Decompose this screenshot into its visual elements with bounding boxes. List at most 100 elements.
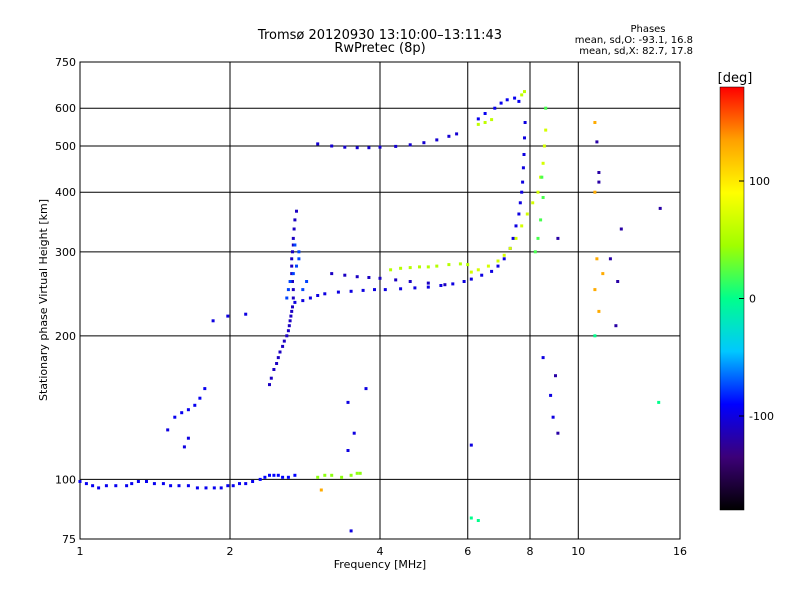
y-tick-label: 600 [55, 102, 76, 115]
y-tick-label: 300 [55, 246, 76, 259]
echo-point [355, 471, 359, 475]
echo-point [226, 484, 230, 488]
echo-point [292, 227, 296, 231]
echo-point [301, 288, 305, 292]
x-tick-label: 6 [464, 545, 471, 558]
echo-point [136, 480, 140, 483]
echo-point [290, 309, 294, 313]
echo-point [198, 396, 202, 400]
echo-point [219, 486, 223, 490]
echo-point [541, 356, 545, 360]
echo-point [352, 431, 356, 435]
echo-point [169, 484, 173, 488]
echo-point [486, 264, 490, 268]
echo-point [378, 145, 382, 149]
echo-point [268, 473, 271, 477]
echo-point [358, 471, 362, 475]
y-tick-label: 500 [55, 140, 76, 153]
x-tick-label: 10 [571, 545, 585, 558]
echo-point [469, 443, 473, 447]
echo-point [508, 246, 512, 250]
echo-point [522, 153, 526, 156]
echo-point [182, 445, 186, 449]
echo-point [657, 400, 661, 404]
echo-point [173, 415, 177, 419]
echo-point [291, 250, 294, 254]
echo-point [349, 289, 353, 293]
echo-point [418, 265, 421, 269]
echo-point [297, 250, 301, 254]
echo-point [263, 475, 267, 479]
echo-point [514, 224, 518, 228]
echo-point [186, 484, 190, 488]
echo-point [244, 312, 248, 316]
echo-point [343, 273, 347, 277]
echo-point [422, 141, 426, 145]
echo-point [291, 296, 295, 300]
echo-point [286, 475, 290, 479]
echo-point [469, 270, 473, 274]
echo-point [533, 250, 537, 254]
echo-point [291, 288, 295, 292]
echo-point [177, 484, 181, 488]
echo-point [161, 482, 165, 486]
echo-point [531, 201, 535, 205]
echo-point [593, 190, 597, 194]
echo-point [293, 473, 297, 477]
echo-point [496, 259, 500, 263]
echo-point [399, 266, 403, 270]
echo-point [601, 272, 605, 276]
echo-point [268, 383, 271, 387]
echo-point [316, 294, 320, 297]
echo-point [389, 268, 393, 272]
echo-point [355, 275, 359, 279]
echo-point [308, 296, 312, 300]
echo-point [285, 334, 289, 338]
echo-point [520, 224, 524, 228]
echo-point [276, 473, 280, 477]
echo-point [330, 272, 334, 276]
echo-point [78, 480, 82, 483]
echo-point [367, 276, 371, 279]
echo-point [316, 475, 320, 479]
y-tick-label: 400 [55, 186, 76, 199]
echo-point [595, 140, 599, 144]
echo-point [549, 393, 553, 397]
echo-point [291, 236, 295, 240]
echo-point [301, 299, 305, 303]
echo-point [483, 121, 487, 124]
echo-point [152, 482, 156, 486]
echo-point [399, 287, 403, 291]
echo-point [226, 314, 230, 318]
echo-point [367, 146, 371, 150]
echo-point [295, 209, 298, 213]
echo-point [523, 90, 526, 94]
echo-point [462, 280, 466, 283]
echo-point [104, 484, 108, 488]
echo-point [361, 288, 365, 292]
echo-point [272, 368, 276, 371]
colorbar-tick-label: 0 [749, 293, 756, 306]
echo-point [536, 190, 540, 194]
x-tick-label: 8 [527, 545, 534, 558]
y-tick-label: 100 [55, 473, 76, 486]
echo-point [203, 387, 207, 391]
echo-point [275, 362, 279, 365]
echo-point [319, 488, 323, 492]
echo-point [595, 257, 599, 261]
echo-point [493, 106, 497, 110]
y-tick-label: 750 [55, 56, 76, 69]
echo-point [608, 257, 612, 261]
echo-point [597, 309, 601, 313]
echo-point [408, 266, 412, 270]
echo-point [295, 264, 298, 268]
echo-point [394, 278, 398, 282]
echo-point [282, 339, 286, 343]
echo-point [443, 283, 447, 287]
echo-point [408, 280, 412, 283]
echo-point [272, 473, 276, 477]
echo-point [281, 344, 285, 348]
x-tick-label: 1 [77, 545, 84, 558]
echo-point [511, 236, 515, 240]
